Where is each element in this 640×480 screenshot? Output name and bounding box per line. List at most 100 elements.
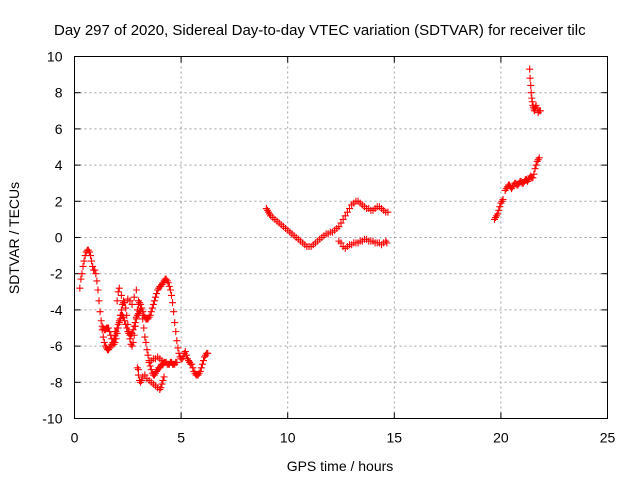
series-3 [133,338,181,394]
data-point [343,208,351,216]
y-tick-label: -6 [50,338,63,354]
data-point [133,364,141,372]
data-point [77,275,85,283]
data-point [170,308,178,316]
data-point [337,239,345,247]
data-point [495,206,503,214]
data-point [499,195,507,203]
data-point [199,357,207,365]
data-point [146,311,154,319]
data-point [88,257,96,265]
y-tick-label: 0 [55,230,63,246]
data-point [107,331,115,339]
data-point [535,154,543,162]
data-point [114,288,122,296]
data-point [78,270,86,278]
data-point [142,338,150,346]
data-point [144,351,152,359]
x-tick-label: 10 [280,430,296,446]
data-point [536,107,544,115]
data-point [96,308,104,316]
data-point [165,282,173,290]
data-point [79,262,87,270]
data-point [140,324,148,332]
data-point [115,284,123,292]
series-2 [98,284,149,348]
data-point [138,376,146,384]
series-5 [262,197,392,251]
data-point [99,333,107,341]
data-point [120,313,128,321]
data-point [139,315,147,323]
data-point [130,322,138,330]
data-point [113,297,121,305]
data-point [150,297,158,305]
data-point [384,208,392,216]
data-point [111,338,119,346]
data-point [121,317,129,325]
data-point [164,279,172,287]
data-point [128,342,136,350]
x-tick-label: 0 [71,430,79,446]
data-point [92,270,100,278]
data-point [339,215,347,223]
axis-ticks: 0 5 10 15 20 25 -10 -8 -6 -4 -2 0 2 4 6 8 10 [42,49,615,446]
data-point [526,65,534,73]
data-point [134,366,142,374]
data-point [114,324,122,332]
x-tick-label: 20 [493,430,509,446]
data-point [181,348,189,356]
x-tick-label: 15 [387,430,403,446]
data-point [494,210,502,218]
data-point [147,308,155,316]
data-point [129,338,137,346]
series-8 [526,65,544,117]
data-point [153,290,161,298]
data-point [335,223,343,231]
data-point [532,101,540,109]
data-point [204,349,212,357]
data-point [152,293,160,301]
data-point [527,89,535,97]
data-point [158,357,166,365]
y-tick-label: 2 [55,193,63,209]
x-tick-label: 25 [600,430,616,446]
data-point [146,362,154,370]
y-tick-label: 8 [55,85,63,101]
data-point [123,324,131,332]
data-point [530,170,538,178]
data-point [80,257,88,265]
data-point [132,315,140,323]
data-point [100,338,108,346]
y-tick-label: -8 [50,374,63,390]
data-point [527,81,535,89]
grid [74,56,608,419]
data-point [147,366,155,374]
data-point [128,329,136,337]
data-point [168,291,176,299]
data-point [341,212,349,220]
chart-title: Day 297 of 2020, Sidereal Day-to-day VTE… [54,22,586,39]
data-point [129,326,137,334]
data-point [143,346,151,354]
data-marks [76,65,544,394]
data-point [130,293,138,301]
y-tick-label: 10 [47,49,63,65]
data-point [346,205,354,213]
data-point [89,262,97,270]
data-point [496,203,504,211]
data-point [111,328,119,336]
data-point [383,239,391,247]
data-point [85,248,93,256]
data-point [141,371,149,379]
data-point [532,161,540,169]
data-point [122,304,130,312]
data-point [94,286,102,294]
data-point [132,286,140,294]
data-point [159,376,167,384]
data-point [197,364,205,372]
y-tick-label: -2 [50,266,63,282]
data-point [337,219,345,227]
data-point [148,304,156,312]
data-point [93,277,101,285]
